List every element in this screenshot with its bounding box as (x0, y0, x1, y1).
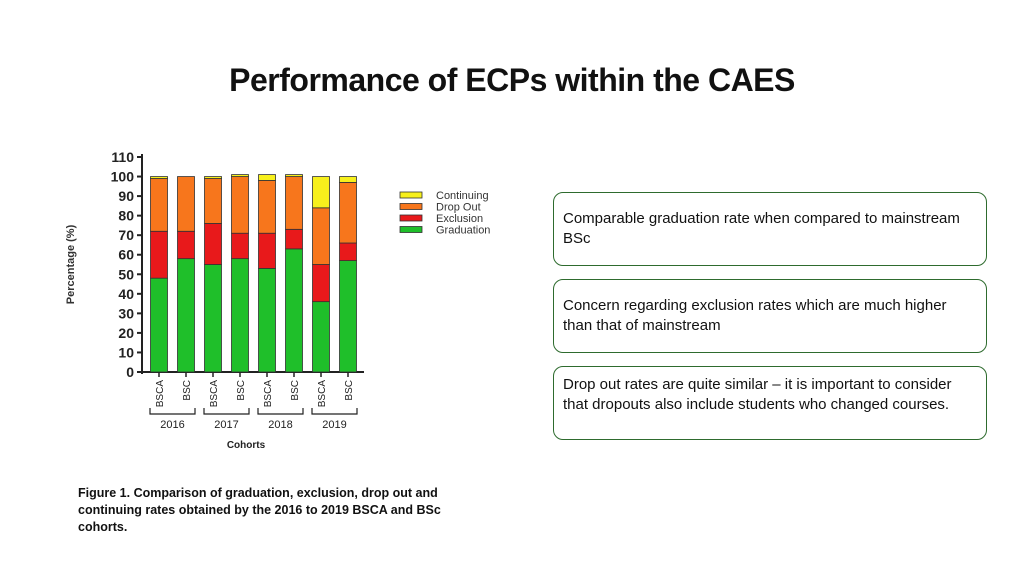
bar-segment-exclusion (258, 232, 276, 269)
bar-segment-drop-out (231, 176, 249, 234)
bar-segment-continuing (231, 174, 249, 177)
note-box-dropout: Drop out rates are quite similar – it is… (553, 366, 987, 440)
y-tick-label: 20 (118, 325, 134, 341)
bar-segment-graduation (339, 260, 357, 373)
bar-segment-exclusion (285, 228, 303, 250)
y-tick-label: 60 (118, 247, 134, 263)
group-label: 2017 (214, 419, 238, 431)
group-bracket (149, 408, 196, 415)
x-tick-label: BSCA (209, 380, 220, 408)
group-label: 2019 (322, 419, 346, 431)
legend-swatch (399, 214, 423, 222)
legend-label: Graduation (436, 225, 490, 237)
group-label: 2018 (268, 419, 292, 431)
group-label: 2016 (160, 419, 184, 431)
legend-swatch (399, 226, 423, 233)
bar-segment-continuing (285, 174, 303, 177)
group-bracket (311, 408, 358, 415)
note-text: Concern regarding exclusion rates which … (563, 297, 947, 334)
legend-label: Drop Out (436, 202, 481, 214)
bar-segment-exclusion (204, 223, 222, 265)
x-tick-label: BSC (182, 380, 193, 401)
y-tick-label: 90 (118, 188, 134, 204)
legend-label: Exclusion (436, 213, 483, 225)
y-tick-label: 50 (118, 266, 134, 282)
slide-title: Performance of ECPs within the CAES (229, 62, 795, 98)
group-bracket (203, 408, 250, 415)
y-tick-label: 40 (118, 286, 134, 302)
bar-segment-continuing (312, 176, 330, 209)
bar-segment-exclusion (339, 242, 357, 261)
x-tick-label: BSCA (155, 380, 166, 408)
x-tick-label: BSCA (317, 380, 328, 408)
note-box-graduation: Comparable graduation rate when compared… (553, 192, 987, 266)
x-tick-label: BSCA (263, 380, 274, 408)
bar-segment-exclusion (177, 230, 195, 260)
bar-segment-continuing (150, 176, 168, 179)
bar-segment-graduation (177, 258, 195, 373)
x-tick-label: BSC (344, 380, 355, 401)
bar-segment-drop-out (312, 207, 330, 265)
y-tick-label: 70 (118, 227, 134, 243)
bar-segment-graduation (285, 248, 303, 373)
bar-segment-exclusion (231, 232, 249, 260)
bar-segment-graduation (258, 268, 276, 373)
note-text: Comparable graduation rate when compared… (563, 210, 960, 247)
x-tick-label: BSC (236, 380, 247, 401)
y-tick-label: 110 (111, 149, 134, 165)
y-tick-label: 10 (118, 344, 134, 360)
y-axis-label: Percentage (%) (65, 224, 77, 304)
bar-segment-exclusion (150, 230, 168, 279)
note-box-exclusion: Concern regarding exclusion rates which … (553, 279, 987, 353)
bar-segment-graduation (231, 258, 249, 373)
y-tick-label: 100 (111, 169, 135, 185)
bar-segment-drop-out (339, 182, 357, 244)
bar-segment-graduation (312, 301, 330, 373)
x-axis-label: Cohorts (227, 440, 266, 451)
note-text: Drop out rates are quite similar – it is… (563, 376, 952, 413)
legend-swatch (399, 203, 423, 210)
bar-segment-exclusion (312, 264, 330, 303)
y-tick-label: 80 (118, 208, 134, 224)
legend-swatch (399, 191, 423, 199)
figure-caption: Figure 1. Comparison of graduation, excl… (78, 486, 441, 534)
x-tick-label: BSC (290, 380, 301, 401)
y-tick-label: 0 (126, 364, 134, 380)
bar-segment-continuing (204, 176, 222, 179)
bar-segment-graduation (204, 264, 222, 373)
bar-segment-drop-out (285, 176, 303, 230)
legend-label: Continuing (436, 190, 489, 202)
group-bracket (257, 408, 304, 415)
bar-segment-continuing (339, 176, 357, 183)
bar-segment-drop-out (177, 176, 195, 232)
bar-segment-drop-out (258, 180, 276, 234)
bar-segment-continuing (258, 174, 276, 181)
bar-segment-graduation (150, 277, 168, 373)
y-tick-label: 30 (118, 305, 134, 321)
bar-segment-drop-out (150, 178, 168, 232)
stacked-bar-chart: Percentage (%) 0 10 20 30 40 50 60 70 80 90 100 110 B… (65, 149, 490, 451)
bar-segment-drop-out (204, 178, 222, 224)
